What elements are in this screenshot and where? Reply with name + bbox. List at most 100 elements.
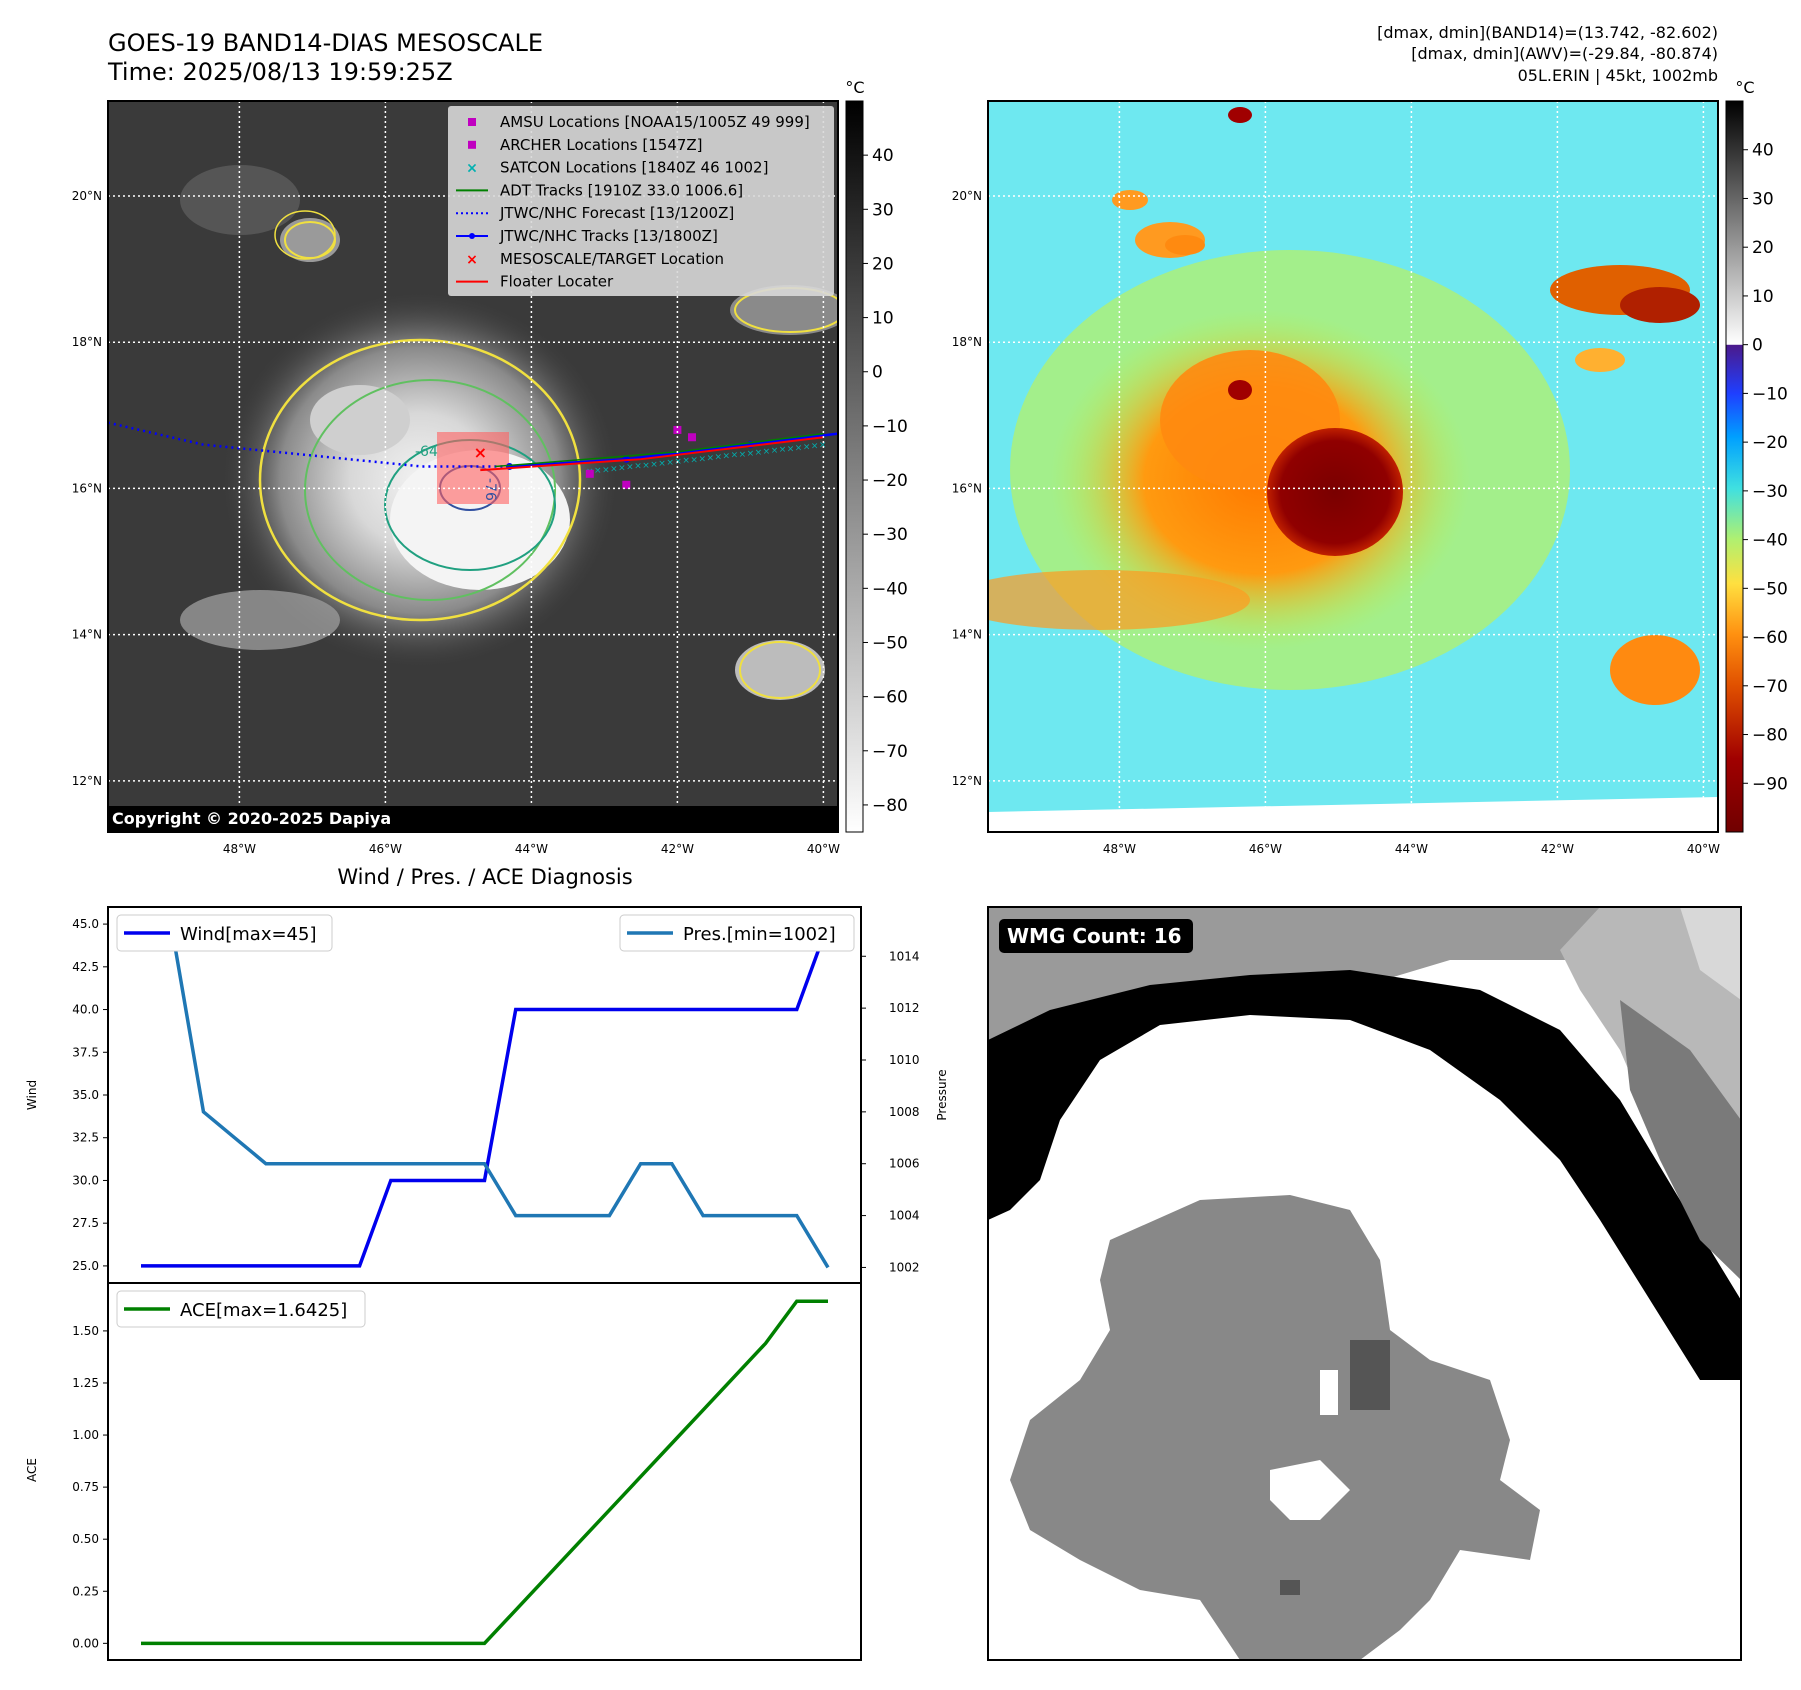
stats-line1: [dmax, dmin](BAND14)=(13.742, -82.602) (1377, 23, 1718, 42)
colorbar-tick-label: 0 (1752, 336, 1763, 356)
satcon-marker: × (682, 456, 690, 466)
pressure-tick-label: 1006 (889, 1157, 920, 1171)
satcon-marker: × (739, 450, 747, 460)
colorbar-tick-label: −90 (1752, 774, 1788, 794)
colorbar-tick-label: −20 (1752, 433, 1788, 453)
stats-line3: 05L.ERIN | 45kt, 1002mb (1518, 66, 1718, 85)
wind-tick-label: 37.5 (72, 1045, 99, 1059)
ace-tick-label: 0.25 (72, 1584, 99, 1598)
colorbar-tick-label: −40 (1752, 531, 1788, 551)
satcon-marker: × (658, 459, 666, 469)
lat-tick-label: 20°N (952, 189, 982, 203)
ace-line (141, 1299, 828, 1646)
satcon-marker: × (594, 466, 602, 476)
legend-item-label: MESOSCALE/TARGET Location (500, 250, 724, 268)
pressure-axis-label: Pressure (935, 1069, 949, 1120)
satcon-marker: × (666, 458, 674, 468)
satcon-marker: × (819, 441, 827, 451)
wind-pressure-panel: Wind / Pres. / ACE Diagnosis Wind Pressu… (25, 865, 949, 1284)
legend-marker-dot (469, 233, 475, 239)
colorbar-tick-label: −70 (1752, 677, 1788, 697)
satcon-marker: × (731, 451, 739, 461)
pressure-tick-label: 1014 (889, 949, 920, 963)
satcon-marker: × (706, 453, 714, 463)
ace-tick-label: 0.50 (72, 1532, 99, 1546)
legend-marker: × (466, 252, 478, 268)
lon-tick-label: 44°W (515, 842, 548, 856)
ace-tick-label: 1.50 (72, 1324, 99, 1338)
satcon-marker: × (690, 455, 698, 465)
awv-colorbar: °C 40 30 20 10 0 −10 −20 −30 −40 −50 −60 −70 −80 −90 (1725, 78, 1788, 833)
colorbar-tick-label: 20 (1752, 238, 1774, 258)
colorbar-tick-label: −70 (872, 742, 908, 762)
colorbar-tick-label: −30 (1752, 482, 1788, 502)
colorbar-tick-label: 30 (872, 200, 894, 220)
satcon-marker: × (642, 461, 650, 471)
stats-line2: [dmax, dmin](AWV)=(-29.84, -80.874) (1411, 44, 1718, 63)
satcon-marker: × (755, 448, 763, 458)
pressure-tick-label: 1002 (889, 1260, 920, 1274)
colorbar-tick-label: −60 (1752, 628, 1788, 648)
colorbar-tick-label: −20 (872, 471, 908, 491)
legend-marker: × (466, 161, 478, 177)
copyright-text: Copyright © 2020-2025 Dapiya (112, 809, 391, 828)
lon-tick-label: 40°W (1687, 842, 1720, 856)
legend-item-label: JTWC/NHC Tracks [13/1800Z] (499, 227, 718, 245)
colorbar-tick-label: −80 (1752, 726, 1788, 746)
lon-tick-label: 40°W (807, 842, 840, 856)
satcon-marker: × (610, 464, 618, 474)
satcon-marker: × (634, 462, 642, 472)
colorbar-tick-label: −50 (872, 633, 908, 653)
ace-axis-label: ACE (25, 1458, 39, 1482)
legend-marker (468, 140, 476, 149)
contour-label-76: -76 (482, 478, 498, 501)
awv-map-frame (987, 100, 1719, 833)
contour-label-64: -64 (415, 444, 438, 460)
satcon-marker: × (626, 463, 634, 473)
satcon-marker: × (602, 465, 610, 475)
wmg-panel: WMG Count: 16 (987, 906, 1742, 1661)
ace-tick-label: 1.00 (72, 1428, 99, 1442)
colorbar-tick-label: −10 (872, 417, 908, 437)
wmg-frame (987, 906, 1742, 1661)
colorbar-tick-label: 0 (872, 363, 883, 383)
legend-item-label: ADT Tracks [1910Z 33.0 1006.6] (500, 181, 743, 199)
satcon-marker: × (618, 464, 626, 474)
wind-tick-label: 25.0 (72, 1259, 99, 1273)
satcon-marker: × (795, 443, 803, 453)
pressure-tick-label: 1010 (889, 1053, 920, 1067)
legend-box (448, 106, 834, 296)
satcon-marker: × (771, 446, 779, 456)
ace-tick-label: 0.75 (72, 1480, 99, 1494)
lat-tick-label: 20°N (72, 189, 102, 203)
satcon-marker: × (715, 453, 723, 463)
colorbar-tick-label: 30 (1752, 189, 1774, 209)
colorbar-tick-label: 10 (872, 309, 894, 329)
wind-tick-label: 40.0 (72, 1003, 99, 1017)
wind-tick-label: 30.0 (72, 1173, 99, 1187)
colorbar-tick-label: −40 (872, 579, 908, 599)
figure-title-line2: Time: 2025/08/13 19:59:25Z (107, 58, 453, 86)
colorbar-tick-label: 10 (1752, 287, 1774, 307)
ir-colorbar: °C 40 30 20 10 0 −10 −20 −30 −40 −50 −60 −70 −80 (845, 78, 908, 833)
amsu-marker (673, 425, 682, 434)
lat-tick-label: 16°N (72, 481, 102, 495)
colorbar-tick-label: 40 (872, 146, 894, 166)
legend-item-label: SATCON Locations [1840Z 46 1002] (500, 159, 768, 177)
lat-tick-label: 12°N (952, 774, 982, 788)
lat-tick-label: 16°N (952, 481, 982, 495)
ace-legend-label: ACE[max=1.6425] (180, 1300, 347, 1321)
pressure-tick-label: 1008 (889, 1105, 920, 1119)
wind-tick-label: 32.5 (72, 1131, 99, 1145)
lon-tick-label: 48°W (223, 842, 256, 856)
lon-tick-label: 42°W (661, 842, 694, 856)
amsu-marker (688, 433, 696, 442)
legend-item-label: Floater Locater (500, 273, 614, 291)
ace-tick-label: 0.00 (72, 1636, 99, 1650)
mesoscale-target-box (437, 432, 509, 504)
wind-legend-label: Wind[max=45] (180, 924, 317, 945)
wind-tick-label: 45.0 (72, 917, 99, 931)
satcon-marker: × (811, 442, 819, 452)
colorbar-tick-label: 20 (872, 254, 894, 274)
lon-tick-label: 48°W (1103, 842, 1136, 856)
